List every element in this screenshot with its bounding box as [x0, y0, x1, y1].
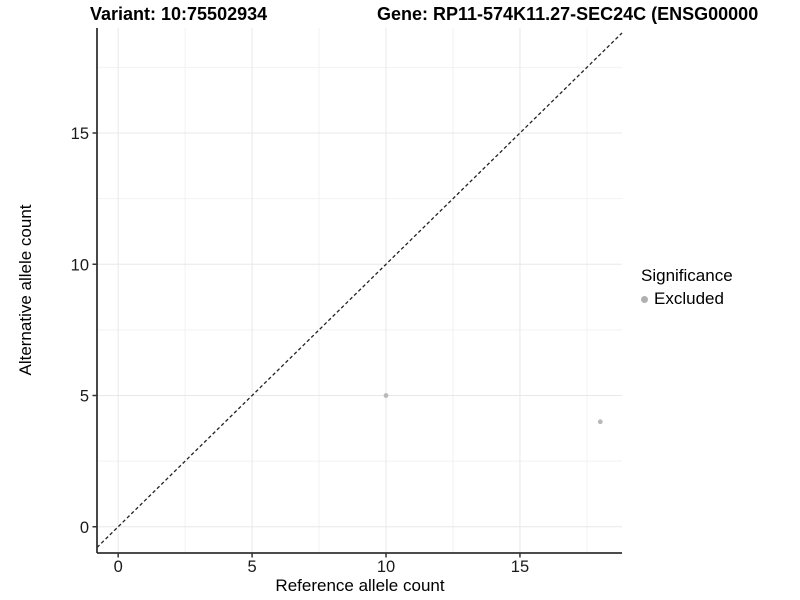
- gene-title: Gene: RP11-574K11.27-SEC24C (ENSG00000: [377, 4, 759, 24]
- legend-item-label: Excluded: [654, 289, 724, 308]
- x-tick-label: 15: [511, 558, 529, 576]
- x-tick-label: 5: [247, 558, 256, 576]
- legend-title: Significance: [641, 266, 733, 285]
- x-axis-title: Reference allele count: [275, 576, 445, 595]
- data-point: [597, 419, 603, 425]
- y-tick-label: 15: [71, 125, 89, 143]
- legend-item-excluded: Excluded: [641, 289, 733, 309]
- data-point: [383, 393, 389, 398]
- y-axis-title: Alternative allele count: [16, 204, 35, 376]
- y-tick-label: 0: [80, 519, 89, 537]
- identity-line: [96, 32, 623, 548]
- y-tick-label: 10: [71, 256, 89, 274]
- x-tick-label: 0: [114, 558, 123, 576]
- legend: Significance Excluded: [641, 266, 733, 309]
- y-tick-label: 5: [80, 388, 89, 406]
- x-tick-label: 10: [377, 558, 395, 576]
- variant-title: Variant: 10:75502934: [90, 4, 268, 24]
- legend-point-icon: [641, 295, 648, 303]
